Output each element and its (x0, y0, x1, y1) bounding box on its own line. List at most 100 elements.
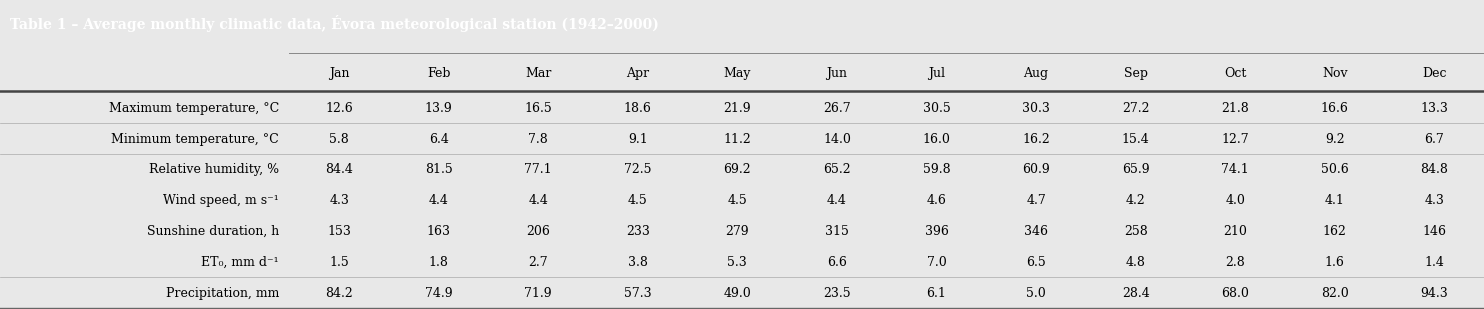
Text: Minimum temperature, °C: Minimum temperature, °C (111, 133, 279, 146)
Text: 59.8: 59.8 (923, 163, 950, 176)
Text: 210: 210 (1223, 225, 1247, 238)
Text: Jan: Jan (329, 67, 349, 80)
Text: 5.0: 5.0 (1025, 287, 1046, 300)
Text: ET₀, mm d⁻¹: ET₀, mm d⁻¹ (202, 256, 279, 269)
Text: 12.6: 12.6 (325, 102, 353, 115)
Text: 94.3: 94.3 (1420, 287, 1448, 300)
Text: 12.7: 12.7 (1221, 133, 1250, 146)
Text: 4.5: 4.5 (628, 194, 647, 207)
Text: 13.3: 13.3 (1420, 102, 1448, 115)
Text: 49.0: 49.0 (724, 287, 751, 300)
Text: 162: 162 (1322, 225, 1346, 238)
Text: May: May (724, 67, 751, 80)
Text: Jul: Jul (928, 67, 945, 80)
Text: 233: 233 (626, 225, 650, 238)
Text: Feb: Feb (427, 67, 451, 80)
Text: 4.1: 4.1 (1325, 194, 1345, 207)
Text: 5.8: 5.8 (329, 133, 349, 146)
Text: 9.1: 9.1 (628, 133, 647, 146)
Text: 72.5: 72.5 (625, 163, 651, 176)
Text: 74.9: 74.9 (424, 287, 453, 300)
Text: 6.5: 6.5 (1025, 256, 1046, 269)
Text: 11.2: 11.2 (724, 133, 751, 146)
Text: 6.6: 6.6 (827, 256, 847, 269)
Text: 28.4: 28.4 (1122, 287, 1150, 300)
Text: 16.2: 16.2 (1022, 133, 1049, 146)
Text: 4.8: 4.8 (1126, 256, 1146, 269)
Text: Mar: Mar (525, 67, 552, 80)
Text: 57.3: 57.3 (623, 287, 651, 300)
Text: 7.0: 7.0 (926, 256, 947, 269)
Text: 27.2: 27.2 (1122, 102, 1149, 115)
Text: 6.1: 6.1 (926, 287, 947, 300)
Text: 15.4: 15.4 (1122, 133, 1150, 146)
Text: 4.4: 4.4 (528, 194, 548, 207)
Text: Sep: Sep (1123, 67, 1147, 80)
Text: 65.9: 65.9 (1122, 163, 1150, 176)
Text: 206: 206 (527, 225, 551, 238)
Text: 82.0: 82.0 (1321, 287, 1349, 300)
Text: 4.5: 4.5 (727, 194, 748, 207)
Text: 81.5: 81.5 (424, 163, 453, 176)
Text: 153: 153 (326, 225, 352, 238)
Text: Apr: Apr (626, 67, 650, 80)
Text: Jun: Jun (827, 67, 847, 80)
Text: 65.2: 65.2 (824, 163, 850, 176)
Text: 4.4: 4.4 (429, 194, 448, 207)
Text: Relative humidity, %: Relative humidity, % (148, 163, 279, 176)
Text: Table 1 – Average monthly climatic data, Évora meteorological station (1942–2000: Table 1 – Average monthly climatic data,… (10, 15, 659, 32)
Text: 4.2: 4.2 (1126, 194, 1146, 207)
Text: 7.8: 7.8 (528, 133, 548, 146)
Text: 21.9: 21.9 (724, 102, 751, 115)
Text: 396: 396 (925, 225, 948, 238)
Text: 2.7: 2.7 (528, 256, 548, 269)
Text: 163: 163 (427, 225, 451, 238)
Text: 18.6: 18.6 (623, 102, 651, 115)
Text: 4.3: 4.3 (1425, 194, 1444, 207)
Text: 74.1: 74.1 (1221, 163, 1250, 176)
Text: 84.2: 84.2 (325, 287, 353, 300)
Text: 9.2: 9.2 (1325, 133, 1345, 146)
Text: 60.9: 60.9 (1022, 163, 1049, 176)
Text: 5.3: 5.3 (727, 256, 748, 269)
Text: 21.8: 21.8 (1221, 102, 1250, 115)
Text: Oct: Oct (1224, 67, 1247, 80)
Text: 4.7: 4.7 (1025, 194, 1046, 207)
Text: Wind speed, m s⁻¹: Wind speed, m s⁻¹ (163, 194, 279, 207)
Text: Precipitation, mm: Precipitation, mm (166, 287, 279, 300)
Text: 16.6: 16.6 (1321, 102, 1349, 115)
Text: Dec: Dec (1422, 67, 1447, 80)
Text: Nov: Nov (1322, 67, 1347, 80)
Text: 346: 346 (1024, 225, 1048, 238)
Text: 16.0: 16.0 (923, 133, 950, 146)
Text: 279: 279 (726, 225, 749, 238)
Text: 13.9: 13.9 (424, 102, 453, 115)
Text: Sunshine duration, h: Sunshine duration, h (147, 225, 279, 238)
Text: 68.0: 68.0 (1221, 287, 1250, 300)
Text: 30.3: 30.3 (1022, 102, 1051, 115)
Text: 1.5: 1.5 (329, 256, 349, 269)
Text: 71.9: 71.9 (524, 287, 552, 300)
Text: 23.5: 23.5 (824, 287, 850, 300)
Text: 1.8: 1.8 (429, 256, 448, 269)
Text: 3.8: 3.8 (628, 256, 647, 269)
Text: 14.0: 14.0 (824, 133, 850, 146)
Text: 2.8: 2.8 (1226, 256, 1245, 269)
Text: 26.7: 26.7 (824, 102, 850, 115)
Text: 16.5: 16.5 (524, 102, 552, 115)
Text: 84.8: 84.8 (1420, 163, 1448, 176)
Text: Maximum temperature, °C: Maximum temperature, °C (108, 102, 279, 115)
Text: 4.3: 4.3 (329, 194, 349, 207)
Text: 69.2: 69.2 (724, 163, 751, 176)
Text: 1.6: 1.6 (1325, 256, 1345, 269)
Text: 30.5: 30.5 (923, 102, 950, 115)
Text: Aug: Aug (1024, 67, 1049, 80)
Text: 6.7: 6.7 (1425, 133, 1444, 146)
Text: 4.4: 4.4 (827, 194, 847, 207)
Text: 6.4: 6.4 (429, 133, 448, 146)
Text: 1.4: 1.4 (1425, 256, 1444, 269)
Text: 258: 258 (1123, 225, 1147, 238)
Text: 77.1: 77.1 (524, 163, 552, 176)
Text: 84.4: 84.4 (325, 163, 353, 176)
Text: 4.0: 4.0 (1226, 194, 1245, 207)
